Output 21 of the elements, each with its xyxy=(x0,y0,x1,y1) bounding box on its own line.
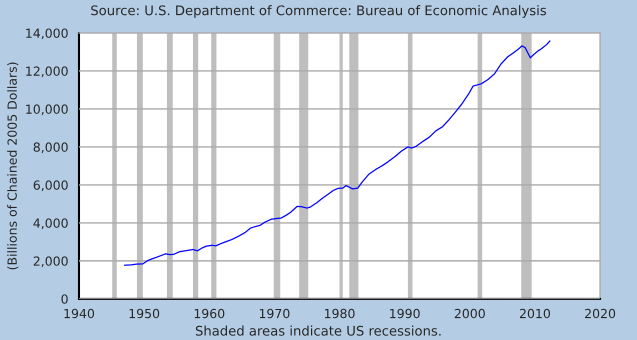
x-tick-label: 2010 xyxy=(520,308,550,318)
x-tick-label: 1960 xyxy=(194,308,224,318)
source-note: Source: U.S. Department of Commerce: Bureau of Economic Analysis xyxy=(91,5,546,18)
x-tick-label: 1970 xyxy=(260,308,290,318)
x-tick-label: 1940 xyxy=(64,308,94,318)
y-tick-label: 4,000 xyxy=(33,218,68,230)
x-tick-label: 1950 xyxy=(130,308,160,318)
y-tick-label: 10,000 xyxy=(26,104,68,116)
y-tick-label: 8,000 xyxy=(34,142,68,154)
text: Shaded areas indicate US recessions. xyxy=(196,326,441,336)
x-tick-label: 2020 xyxy=(585,308,616,318)
x-tick-label: 1990 xyxy=(390,308,420,318)
y-tick-label: 2,000 xyxy=(34,256,68,268)
x-tick-label: 1980 xyxy=(324,308,355,318)
x-tick-label: 2000 xyxy=(454,308,485,318)
line-series xyxy=(124,40,551,266)
y-tick-label: 6,000 xyxy=(34,180,68,192)
y-tick-label: 12,000 xyxy=(26,66,68,78)
y-tick-label: 14,000 xyxy=(26,28,68,40)
y-tick-label: 0 xyxy=(61,294,68,304)
y-axis-title: (Billions of Chained 2005 Dollars) xyxy=(7,62,18,270)
